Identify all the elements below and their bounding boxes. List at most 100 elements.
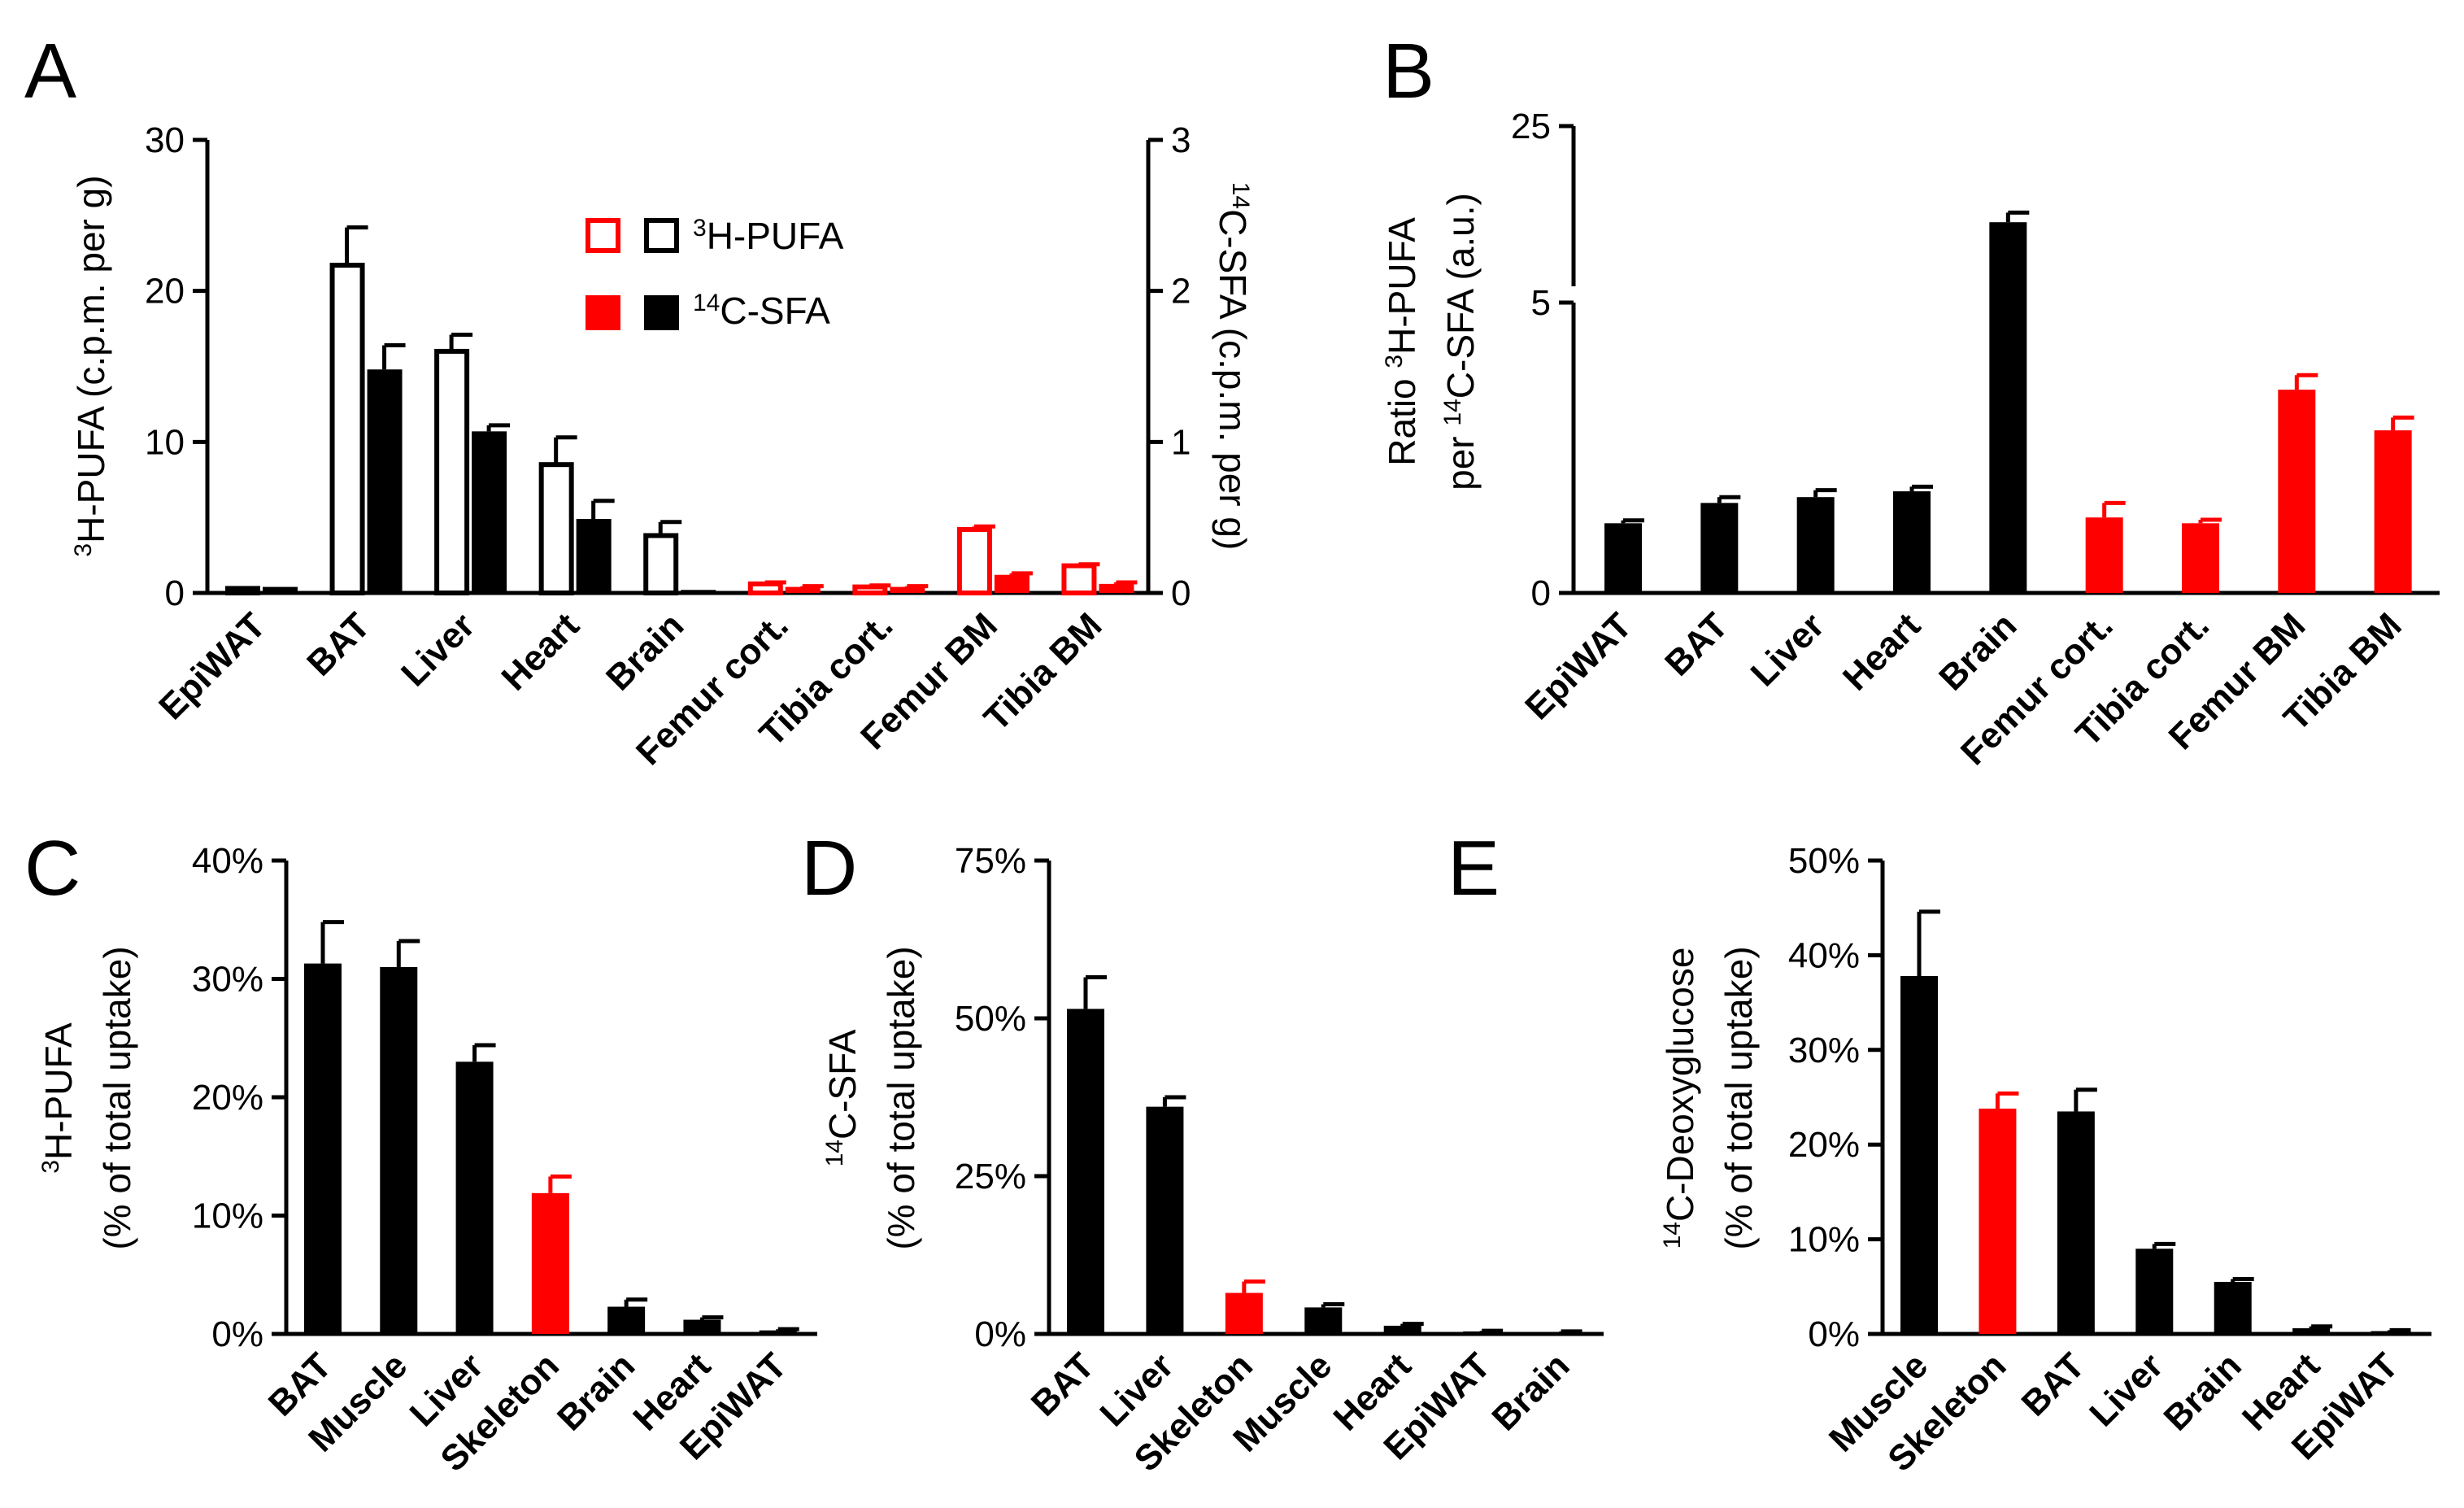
panel-b-label: B (1382, 28, 1434, 115)
panel-a-right-ticks: 0 1 2 3 (1148, 120, 1191, 613)
category-label-brain: Brain (2157, 1345, 2249, 1438)
y-tick-label-right: 0 (1171, 573, 1191, 613)
bar-sfa-7 (994, 574, 1030, 593)
panel-e-y-label-line1: 14C-Deoxyglucose (1659, 948, 1702, 1249)
y-tick-label: 0% (974, 1314, 1026, 1354)
category-label-liver: Liver (394, 605, 482, 694)
bar-bat (1067, 1009, 1104, 1334)
bar-pufa-2 (434, 348, 470, 595)
bar-sfa-8 (1099, 583, 1134, 593)
y-tick-label: 0% (211, 1314, 263, 1354)
bar-ratio-5 (2085, 517, 2123, 593)
bar-sfa-5 (785, 586, 821, 593)
y-tick-label: 40% (192, 841, 263, 881)
bar-bat (2057, 1111, 2095, 1334)
bar-pufa-3 (538, 462, 574, 596)
y-tick-label-right: 1 (1171, 422, 1191, 462)
bar-ratio-4 (1989, 222, 2027, 593)
y-tick-label: 20% (192, 1078, 263, 1118)
panel-d-chart: D 0% 25% 50% 75% BATLiverSkeletonMuscleHear… (801, 825, 1604, 1480)
bar-ratio-0 (1604, 523, 1642, 593)
panel-e-label: E (1447, 825, 1500, 912)
panel-d-label: D (801, 825, 857, 912)
category-label-liver: Liver (2082, 1345, 2170, 1434)
category-label-epiwat: EpiWAT (151, 605, 273, 727)
panel-d-y-label-line2: (% of total uptake) (880, 946, 922, 1249)
bar-pufa-0 (225, 586, 260, 595)
category-label-brain: Brain (599, 605, 691, 698)
y-tick-label: 0 (165, 573, 185, 613)
bar-pufa-7 (956, 527, 992, 596)
panel-d-y-label-line1: 14C-SFA (821, 1029, 864, 1166)
panel-a-y-label-right: 14C-SFA (c.p.m. per g) (1212, 182, 1255, 551)
bar-ratio-3 (1893, 491, 1931, 593)
y-tick-label: 75% (955, 841, 1026, 881)
bar-ratio-2 (1796, 497, 1835, 593)
panel-d-bars (1067, 975, 1582, 1334)
bar-ratio-8 (2374, 430, 2412, 593)
legend-label-pufa: 3H-PUFA (693, 215, 844, 258)
legend-open-red-swatch (586, 218, 620, 253)
bar-skeleton (1225, 1292, 1263, 1334)
category-label-heart: Heart (1835, 605, 1928, 698)
y-tick-label: 20 (145, 272, 185, 312)
y-tick-label: 30% (192, 960, 263, 1000)
legend-label-sfa: 14C-SFA (693, 290, 830, 333)
bar-sfa-1 (367, 369, 403, 593)
bar-pufa-6 (852, 584, 888, 595)
category-label-bat: BAT (299, 605, 377, 683)
panel-b-y-label-line1: Ratio 3H-PUFA (1381, 217, 1424, 466)
y-tick-label: 30 (145, 120, 185, 160)
bar-brain (2214, 1281, 2252, 1334)
bar-bat (304, 963, 342, 1334)
y-tick-label: 5 (1531, 283, 1551, 323)
bar-heart (683, 1319, 721, 1334)
bar-liver (455, 1061, 494, 1334)
category-label-brain: Brain (550, 1345, 642, 1438)
bar-skeleton (531, 1192, 569, 1334)
legend-filled-black-swatch (644, 295, 679, 330)
category-label-epiwat: EpiWAT (1517, 605, 1639, 727)
y-tick-label: 25 (1511, 107, 1551, 146)
bar-sfa-6 (890, 586, 925, 593)
category-label-heart: Heart (494, 605, 587, 698)
bar-muscle (1304, 1307, 1343, 1334)
bar-pufa-8 (1061, 563, 1097, 596)
bar-skeleton (1979, 1108, 2017, 1334)
bar-sfa-3 (576, 519, 612, 593)
y-tick-label: 25% (955, 1157, 1026, 1196)
bar-ratio-7 (2278, 390, 2316, 593)
panel-e-bars (1900, 909, 2411, 1334)
panel-b-ticks: 0 5 25 (1511, 107, 1574, 613)
panel-a-left-ticks: 0 10 20 30 (145, 120, 207, 613)
y-tick-label-right: 3 (1171, 120, 1191, 160)
bar-liver (1146, 1106, 1184, 1334)
bar-epiwat (2370, 1331, 2409, 1334)
category-label-liver: Liver (1744, 605, 1832, 694)
bar-ratio-1 (1700, 503, 1739, 593)
legend-filled-red-swatch (586, 295, 620, 330)
panel-b-bars (1604, 210, 2414, 593)
panel-e-y-label-line2: (% of total uptake) (1717, 946, 1760, 1249)
panel-c-ticks: 0% 10% 20% 30% 40% (192, 841, 286, 1354)
y-tick-label: 30% (1788, 1031, 1860, 1070)
panel-c-y-label-line1: 3H-PUFA (37, 1022, 81, 1174)
legend-open-black-swatch (644, 218, 679, 253)
panel-c-chart: C 0% 10% 20% 30% 40% BATMuscleLiverSkeletonB… (24, 825, 817, 1480)
panel-a-bars (225, 225, 1138, 596)
bar-muscle (380, 966, 418, 1334)
y-tick-label: 10% (192, 1196, 263, 1236)
bar-muscle (1900, 976, 1938, 1334)
bar-pufa-1 (329, 263, 365, 595)
panel-a-legend: 3H-PUFA 14C-SFA (586, 215, 844, 333)
bar-pufa-4 (643, 533, 679, 595)
y-tick-label-right: 2 (1171, 272, 1191, 312)
y-tick-label: 50% (955, 999, 1026, 1039)
